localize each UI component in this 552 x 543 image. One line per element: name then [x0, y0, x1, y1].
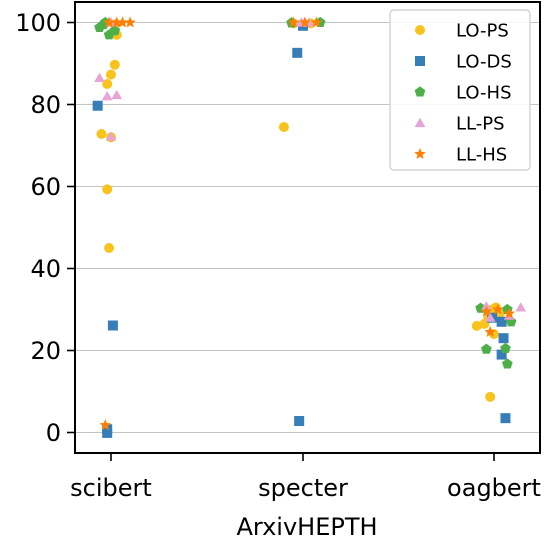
- data-point: [111, 89, 123, 100]
- legend-item: LL-HS: [414, 145, 507, 166]
- data-point: [106, 69, 116, 80]
- data-point: [481, 343, 492, 354]
- plot-frame: [74, 1, 541, 454]
- data-point: [515, 302, 527, 312]
- data-point: [480, 305, 493, 317]
- data-point: [104, 243, 115, 253]
- data-point: [502, 358, 513, 369]
- legend-item: LL-PS: [414, 114, 505, 135]
- legend-item: LO-PS: [415, 21, 509, 42]
- data-point: [496, 316, 507, 327]
- x-axis: scibert specter oagbert: [70, 453, 541, 502]
- data-point: [500, 342, 511, 353]
- data-point: [103, 16, 115, 28]
- y-tick-label: 100: [15, 9, 61, 37]
- legend-label: LO-DS: [456, 52, 512, 73]
- data-point: [109, 59, 120, 70]
- data-point: [94, 72, 105, 82]
- data-point: [107, 320, 118, 331]
- data-point: [124, 16, 136, 28]
- data-point: [105, 131, 117, 141]
- data-point: [498, 333, 509, 344]
- data-point: [287, 16, 300, 28]
- data-point: [484, 312, 496, 322]
- data-point: [294, 416, 305, 427]
- data-point: [99, 419, 111, 430]
- legend-marker: [414, 86, 426, 97]
- data-point: [102, 79, 113, 89]
- legend-item: LO-HS: [414, 83, 512, 104]
- data-point: [92, 100, 103, 111]
- data-point: [503, 307, 515, 319]
- data-point: [484, 326, 496, 337]
- data-point: [471, 320, 482, 331]
- legend-label: LO-PS: [456, 21, 509, 42]
- data-point: [102, 427, 113, 438]
- data-point: [116, 16, 129, 28]
- legend-item: LO-DS: [415, 52, 512, 73]
- y-tick-label: 0: [46, 419, 61, 447]
- y-tick-label: 80: [30, 91, 61, 119]
- y-tick-label: 60: [30, 173, 61, 201]
- data-point: [101, 91, 113, 101]
- x-tick-label: oagbert: [447, 474, 541, 502]
- legend-box: [389, 9, 531, 171]
- data-point: [96, 129, 107, 140]
- data-point: [278, 122, 289, 133]
- data-point: [109, 25, 121, 36]
- data-point: [500, 413, 511, 424]
- y-axis: 0 20 40 60 80 100: [15, 9, 75, 447]
- data-point: [102, 184, 113, 195]
- data-point: [496, 349, 507, 360]
- y-tick-label: 20: [30, 337, 61, 365]
- y-tick-label: 40: [30, 255, 61, 283]
- legend-label: LO-HS: [456, 83, 512, 104]
- data-point: [299, 16, 311, 28]
- data-points: [92, 16, 527, 438]
- data-point: [310, 16, 323, 28]
- legend-label: LL-PS: [456, 114, 505, 135]
- legend-marker: [415, 56, 425, 66]
- legend-label: LL-HS: [456, 145, 507, 166]
- legend-marker: [415, 25, 425, 35]
- legend-marker: [414, 117, 426, 128]
- series-ll-hs: [99, 16, 515, 430]
- x-axis-label: ArxivHEPTH: [236, 513, 377, 541]
- legend-marker: [414, 148, 426, 159]
- x-tick-label: scibert: [70, 474, 152, 502]
- x-tick-label: specter: [258, 474, 348, 502]
- data-point: [492, 303, 504, 315]
- data-point: [292, 47, 303, 58]
- data-point: [485, 391, 496, 402]
- legend: LO-PS LO-DS LO-HS LL-PS LL-HS: [389, 9, 531, 171]
